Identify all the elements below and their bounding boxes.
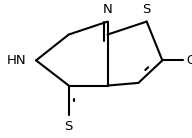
- Text: S: S: [65, 120, 73, 133]
- Text: N: N: [103, 3, 113, 16]
- Text: HN: HN: [6, 54, 26, 67]
- Text: CH₃: CH₃: [186, 54, 192, 67]
- Text: S: S: [142, 3, 151, 16]
